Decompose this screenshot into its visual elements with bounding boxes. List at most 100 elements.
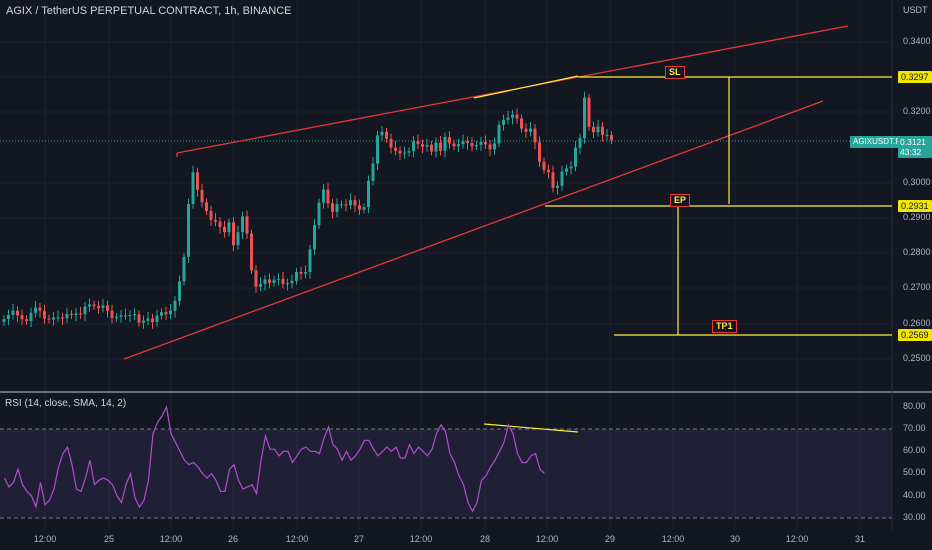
candle-body: [232, 222, 235, 246]
candle-body: [196, 172, 199, 190]
candle-body: [74, 313, 78, 315]
candle-body: [79, 313, 82, 315]
candle-body: [47, 318, 51, 320]
candle-body: [340, 204, 343, 206]
candle-body: [538, 142, 541, 162]
candle-body: [25, 319, 28, 321]
candle-body: [551, 172, 555, 188]
candle-body: [16, 310, 19, 316]
time-tick-label: 12:00: [785, 534, 809, 544]
time-tick-label: 27: [353, 534, 364, 544]
candle-body: [34, 307, 37, 313]
rsi-tick-label: 80.00: [903, 401, 926, 411]
candle-body: [83, 306, 87, 315]
candle-body: [43, 310, 46, 319]
candle-body: [443, 137, 447, 151]
time-tick-label: 30: [729, 534, 740, 544]
candle-body: [92, 304, 96, 307]
sl-price-tag: 0.3297: [898, 71, 932, 83]
price-tick-label: 0.2800: [903, 247, 931, 257]
candle-body: [61, 317, 64, 319]
candle-body: [155, 315, 159, 323]
candle-body: [250, 233, 253, 271]
candle-body: [29, 312, 33, 321]
candle-body: [367, 180, 370, 208]
rsi-tick-label: 30.00: [903, 512, 926, 522]
candle-body: [407, 151, 411, 153]
currency-label: USDT: [903, 5, 928, 15]
candle-body: [556, 185, 559, 188]
candle-body: [353, 200, 357, 206]
rsi-band-fill: [0, 429, 892, 518]
candle-body: [542, 161, 546, 170]
candle-body: [178, 281, 181, 301]
candle-body: [236, 232, 240, 246]
candle-body: [457, 144, 460, 147]
candle-body: [371, 163, 375, 181]
candle-body: [133, 314, 136, 316]
rsi-legend[interactable]: RSI (14, close, SMA, 14, 2): [5, 398, 127, 409]
time-tick-label: 12:00: [409, 534, 433, 544]
candle-body: [272, 279, 276, 283]
candle-body: [452, 143, 456, 147]
sl-label[interactable]: SL: [665, 66, 685, 79]
candle-body: [421, 144, 424, 147]
candle-body: [565, 168, 568, 172]
candle-body: [214, 219, 217, 222]
candle-body: [430, 144, 433, 152]
tp1-label[interactable]: TP1: [712, 320, 737, 333]
candle-body: [277, 278, 280, 280]
time-tick-label: 12:00: [661, 534, 685, 544]
candle-body: [394, 147, 397, 151]
chart-title[interactable]: AGIX / TetherUS PERPETUAL CONTRACT, 1h, …: [6, 5, 292, 17]
candle-body: [524, 128, 528, 132]
candle-body: [389, 138, 393, 148]
candle-body: [38, 307, 42, 311]
countdown-value: 43:32: [900, 147, 922, 157]
time-tick-label: 28: [479, 534, 490, 544]
candle-body: [295, 272, 298, 281]
candle-body: [326, 189, 330, 204]
peak-divergence-line: [473, 75, 579, 99]
candle-body: [583, 97, 586, 139]
candle-body: [380, 131, 384, 136]
price-tick-label: 0.2900: [903, 212, 931, 222]
candle-body: [88, 304, 91, 307]
candle-body: [205, 202, 208, 212]
ep-label[interactable]: EP: [670, 194, 691, 207]
candle-body: [317, 202, 321, 226]
rsi-tick-label: 50.00: [903, 467, 926, 477]
time-tick-label: 25: [103, 534, 114, 544]
candle-body: [592, 126, 595, 133]
candle-body: [227, 222, 231, 233]
drawings: [123, 25, 892, 433]
wedge-lower-line: [123, 100, 824, 360]
candle-body: [358, 205, 361, 210]
candle-body: [533, 128, 537, 143]
candle-body: [128, 314, 132, 316]
candle-body: [65, 313, 69, 319]
candle-body: [497, 124, 501, 144]
candle-body: [475, 144, 478, 147]
candle-body: [560, 171, 564, 186]
candle-body: [137, 314, 141, 323]
candle-body: [520, 118, 523, 129]
chart-grid: [0, 0, 892, 530]
candle-body: [587, 97, 591, 127]
time-tick-label: 31: [854, 534, 865, 544]
candle-body: [416, 141, 420, 145]
candle-body: [254, 270, 258, 287]
candle-body: [268, 279, 271, 283]
candle-body: [200, 189, 204, 203]
candle-body: [263, 279, 267, 284]
candle-body: [70, 313, 73, 315]
candle-body: [218, 221, 222, 227]
candle-body: [52, 317, 55, 320]
candle-body: [335, 204, 339, 212]
price-tick-label: 0.2600: [903, 318, 931, 328]
candle-body: [142, 320, 145, 323]
time-tick-label: 12:00: [285, 534, 309, 544]
candle-body: [101, 305, 105, 308]
price-tick-label: 0.3400: [903, 36, 931, 46]
